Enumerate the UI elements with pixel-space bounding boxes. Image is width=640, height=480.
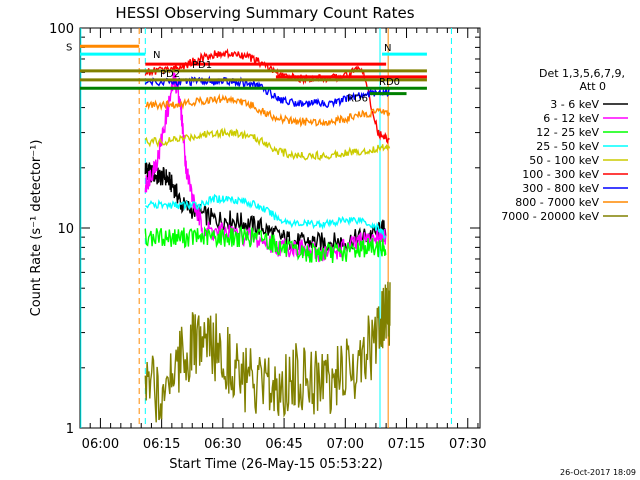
series-trace xyxy=(145,93,391,128)
plot-area: 1 10 100 06:00 06:15 06:30 06:45 07:00 07:15 07:3… xyxy=(49,22,486,452)
x-tick-label: 07:15 xyxy=(388,437,425,452)
series-trace xyxy=(144,75,390,109)
legend-entry-label: 7000 - 20000 keV xyxy=(501,210,599,223)
chart-title: HESSI Observing Summary Count Rates xyxy=(115,4,414,22)
generation-timestamp: 26-Oct-2017 18:09 xyxy=(560,468,636,477)
x-tick-label: 06:45 xyxy=(265,437,302,452)
flag-label: N xyxy=(384,43,391,54)
y-tick-label: 1 xyxy=(66,422,74,437)
y-axis-label: Count Rate (s⁻¹ detector⁻¹) xyxy=(29,140,44,317)
legend-entry-label: 3 - 6 keV xyxy=(550,98,599,111)
y-tick-label: 100 xyxy=(49,22,74,37)
x-axis-label: Start Time (26-May-15 05:53:22) xyxy=(169,457,383,472)
legend-entry-label: 50 - 100 keV xyxy=(529,154,599,167)
series-trace xyxy=(144,72,387,263)
legend-entry-label: 100 - 300 keV xyxy=(522,168,599,181)
legend-entry-label: 800 - 7000 keV xyxy=(515,196,599,209)
flag-label: PD1 xyxy=(192,60,212,71)
legend-title-line1: Det 1,3,5,6,7,9, xyxy=(539,67,625,80)
x-tick-label: 07:30 xyxy=(449,437,486,452)
x-tick-label: 06:15 xyxy=(143,437,180,452)
series-trace xyxy=(144,225,387,264)
series-trace xyxy=(144,162,387,253)
legend-entry-label: 25 - 50 keV xyxy=(536,140,599,153)
x-tick-label: 06:00 xyxy=(82,437,119,452)
series-trace xyxy=(144,127,391,162)
legend-entry-label: 300 - 800 keV xyxy=(522,182,599,195)
series-trace xyxy=(144,281,391,423)
flag-label: RD6 xyxy=(347,94,368,105)
flag-label: S xyxy=(66,42,72,53)
flag-label: PD2 xyxy=(160,69,180,80)
flag-label: N xyxy=(153,50,160,61)
flag-label: RD0 xyxy=(379,77,400,88)
y-tick-label: 10 xyxy=(57,222,74,237)
series-trace xyxy=(144,48,390,145)
legend-entry-label: 12 - 25 keV xyxy=(536,126,599,139)
x-tick-label: 06:30 xyxy=(204,437,241,452)
legend-title-line2: Att 0 xyxy=(580,80,606,93)
series-trace xyxy=(144,193,386,240)
legend-entry-label: 6 - 12 keV xyxy=(543,112,599,125)
x-tick-label: 07:00 xyxy=(327,437,364,452)
